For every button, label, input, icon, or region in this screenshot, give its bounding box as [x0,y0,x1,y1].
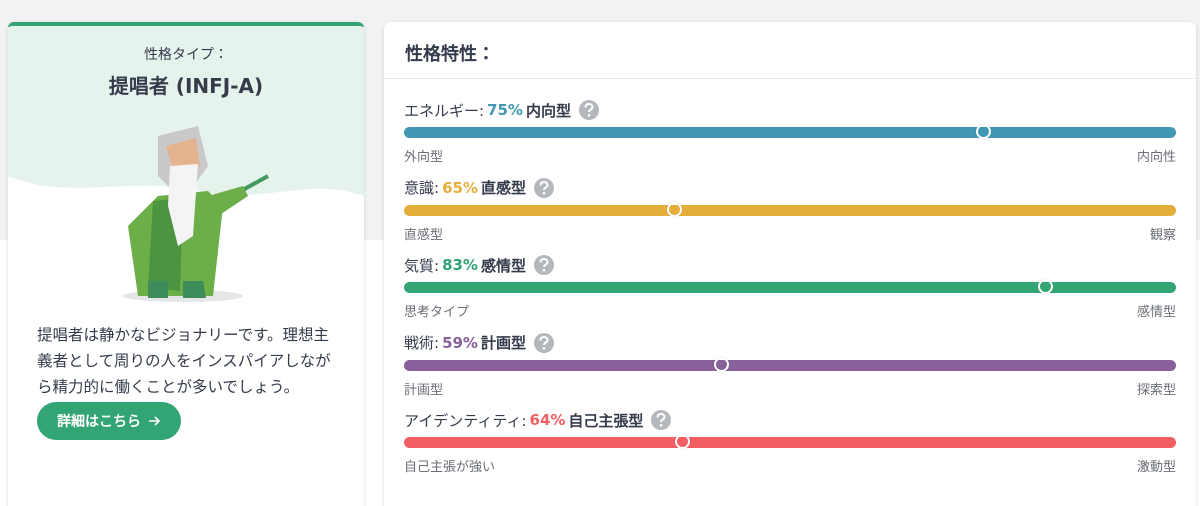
trait-row: 気質: 83% 感情型 思考タイプ 感情型 [404,251,1176,329]
trait-bar [404,279,1176,294]
help-icon[interactable] [533,332,555,354]
right-label: 観察 [1149,227,1176,243]
trait-marker [674,434,690,449]
right-label: 内向性 [1136,150,1176,165]
type-title: 提唱者 (INFJ-A) [108,74,264,98]
traits-title: 性格特性： [405,44,495,65]
trait-type: 自己主張型 [568,411,644,430]
trait-percent: 65% [442,178,478,197]
trait-heading: 気質: 83% 感情型 [404,251,1176,279]
trait-percent: 83% [442,256,478,274]
trait-percent: 59% [442,333,478,352]
trait-marker [1037,279,1053,294]
trait-row: アイデンティティ: 64% 自己主張型自己主張が強い 激動型 [404,406,1176,484]
trait-heading: 戦術: 59% 計画型 [404,329,1176,357]
help-icon[interactable] [650,409,672,431]
illustration [8,26,364,302]
trait-marker [713,356,729,372]
type-label: 性格タイプ： [144,47,228,63]
trait-marker [667,201,683,217]
trait-percent: 75% [487,101,523,119]
trait-row: 意識: 65% 直感型 直感型 観察 [404,174,1176,252]
trait-row: エネルギー: 75% 内向型外向型 内向性 [404,96,1176,174]
trait-bar [404,434,1176,449]
left-label: 自己主張が強い [404,460,496,475]
right-label: 探索型 [1136,382,1176,398]
trait-bar [404,356,1176,372]
traits-list: エネルギー: 75% 内向型 外向型 内向性 意識: 65% 直感型 直感型 観察 気質: 83% 感情… [404,96,1176,484]
help-icon[interactable] [533,254,555,276]
left-label: 直感型 [404,227,444,243]
arrow-icon [149,416,161,426]
traits-card: 性格特性： エネルギー: 75% 内向型 外向型 内向性 意識: 65% 直感型 直感型 観察 気質… [384,22,1196,506]
description: 提唱者は静かなビジョナリーです。理想主義者として周りの人をインスパイアしながら精… [37,326,331,396]
right-label: 激動型 [1136,460,1176,475]
trait-name: 戦術: [404,334,440,352]
trait-type: 計画型 [480,334,526,352]
trait-row: 戦術: 59% 計画型 計画型 探索型 [404,329,1176,407]
trait-name: 気質: [404,256,440,275]
button-label: 詳細はこちら [57,414,141,430]
left-label: 計画型 [404,382,444,398]
trait-type: 内向型 [525,101,571,120]
trait-name: 意識: [404,179,440,197]
trait-type: 直感型 [480,179,526,197]
trait-heading: エネルギー: 75% 内向型 [404,96,1176,124]
trait-bar [404,201,1176,217]
help-icon[interactable] [578,99,600,121]
profile-card: 性格タイプ： 提唱者 (INFJ-A) 提唱者は静かなビジョナリーです。理想主義… [8,22,364,506]
left-label: 思考タイプ [404,305,470,320]
trait-percent: 64% [529,411,566,429]
trait-name: アイデンティティ: [404,411,527,430]
trait-marker [976,124,991,139]
trait-heading: 意識: 65% 直感型 [404,174,1176,202]
help-icon[interactable] [533,177,555,199]
trait-heading: アイデンティティ: 64% 自己主張型 [404,406,1176,434]
left-label: 外向型 [404,150,444,165]
divider [384,78,1196,79]
trait-bar [404,124,1176,139]
trait-type: 感情型 [480,256,526,275]
trait-name: エネルギー: [404,101,485,120]
right-label: 感情型 [1136,305,1176,320]
details-button[interactable]: 詳細はこちら [37,402,181,440]
